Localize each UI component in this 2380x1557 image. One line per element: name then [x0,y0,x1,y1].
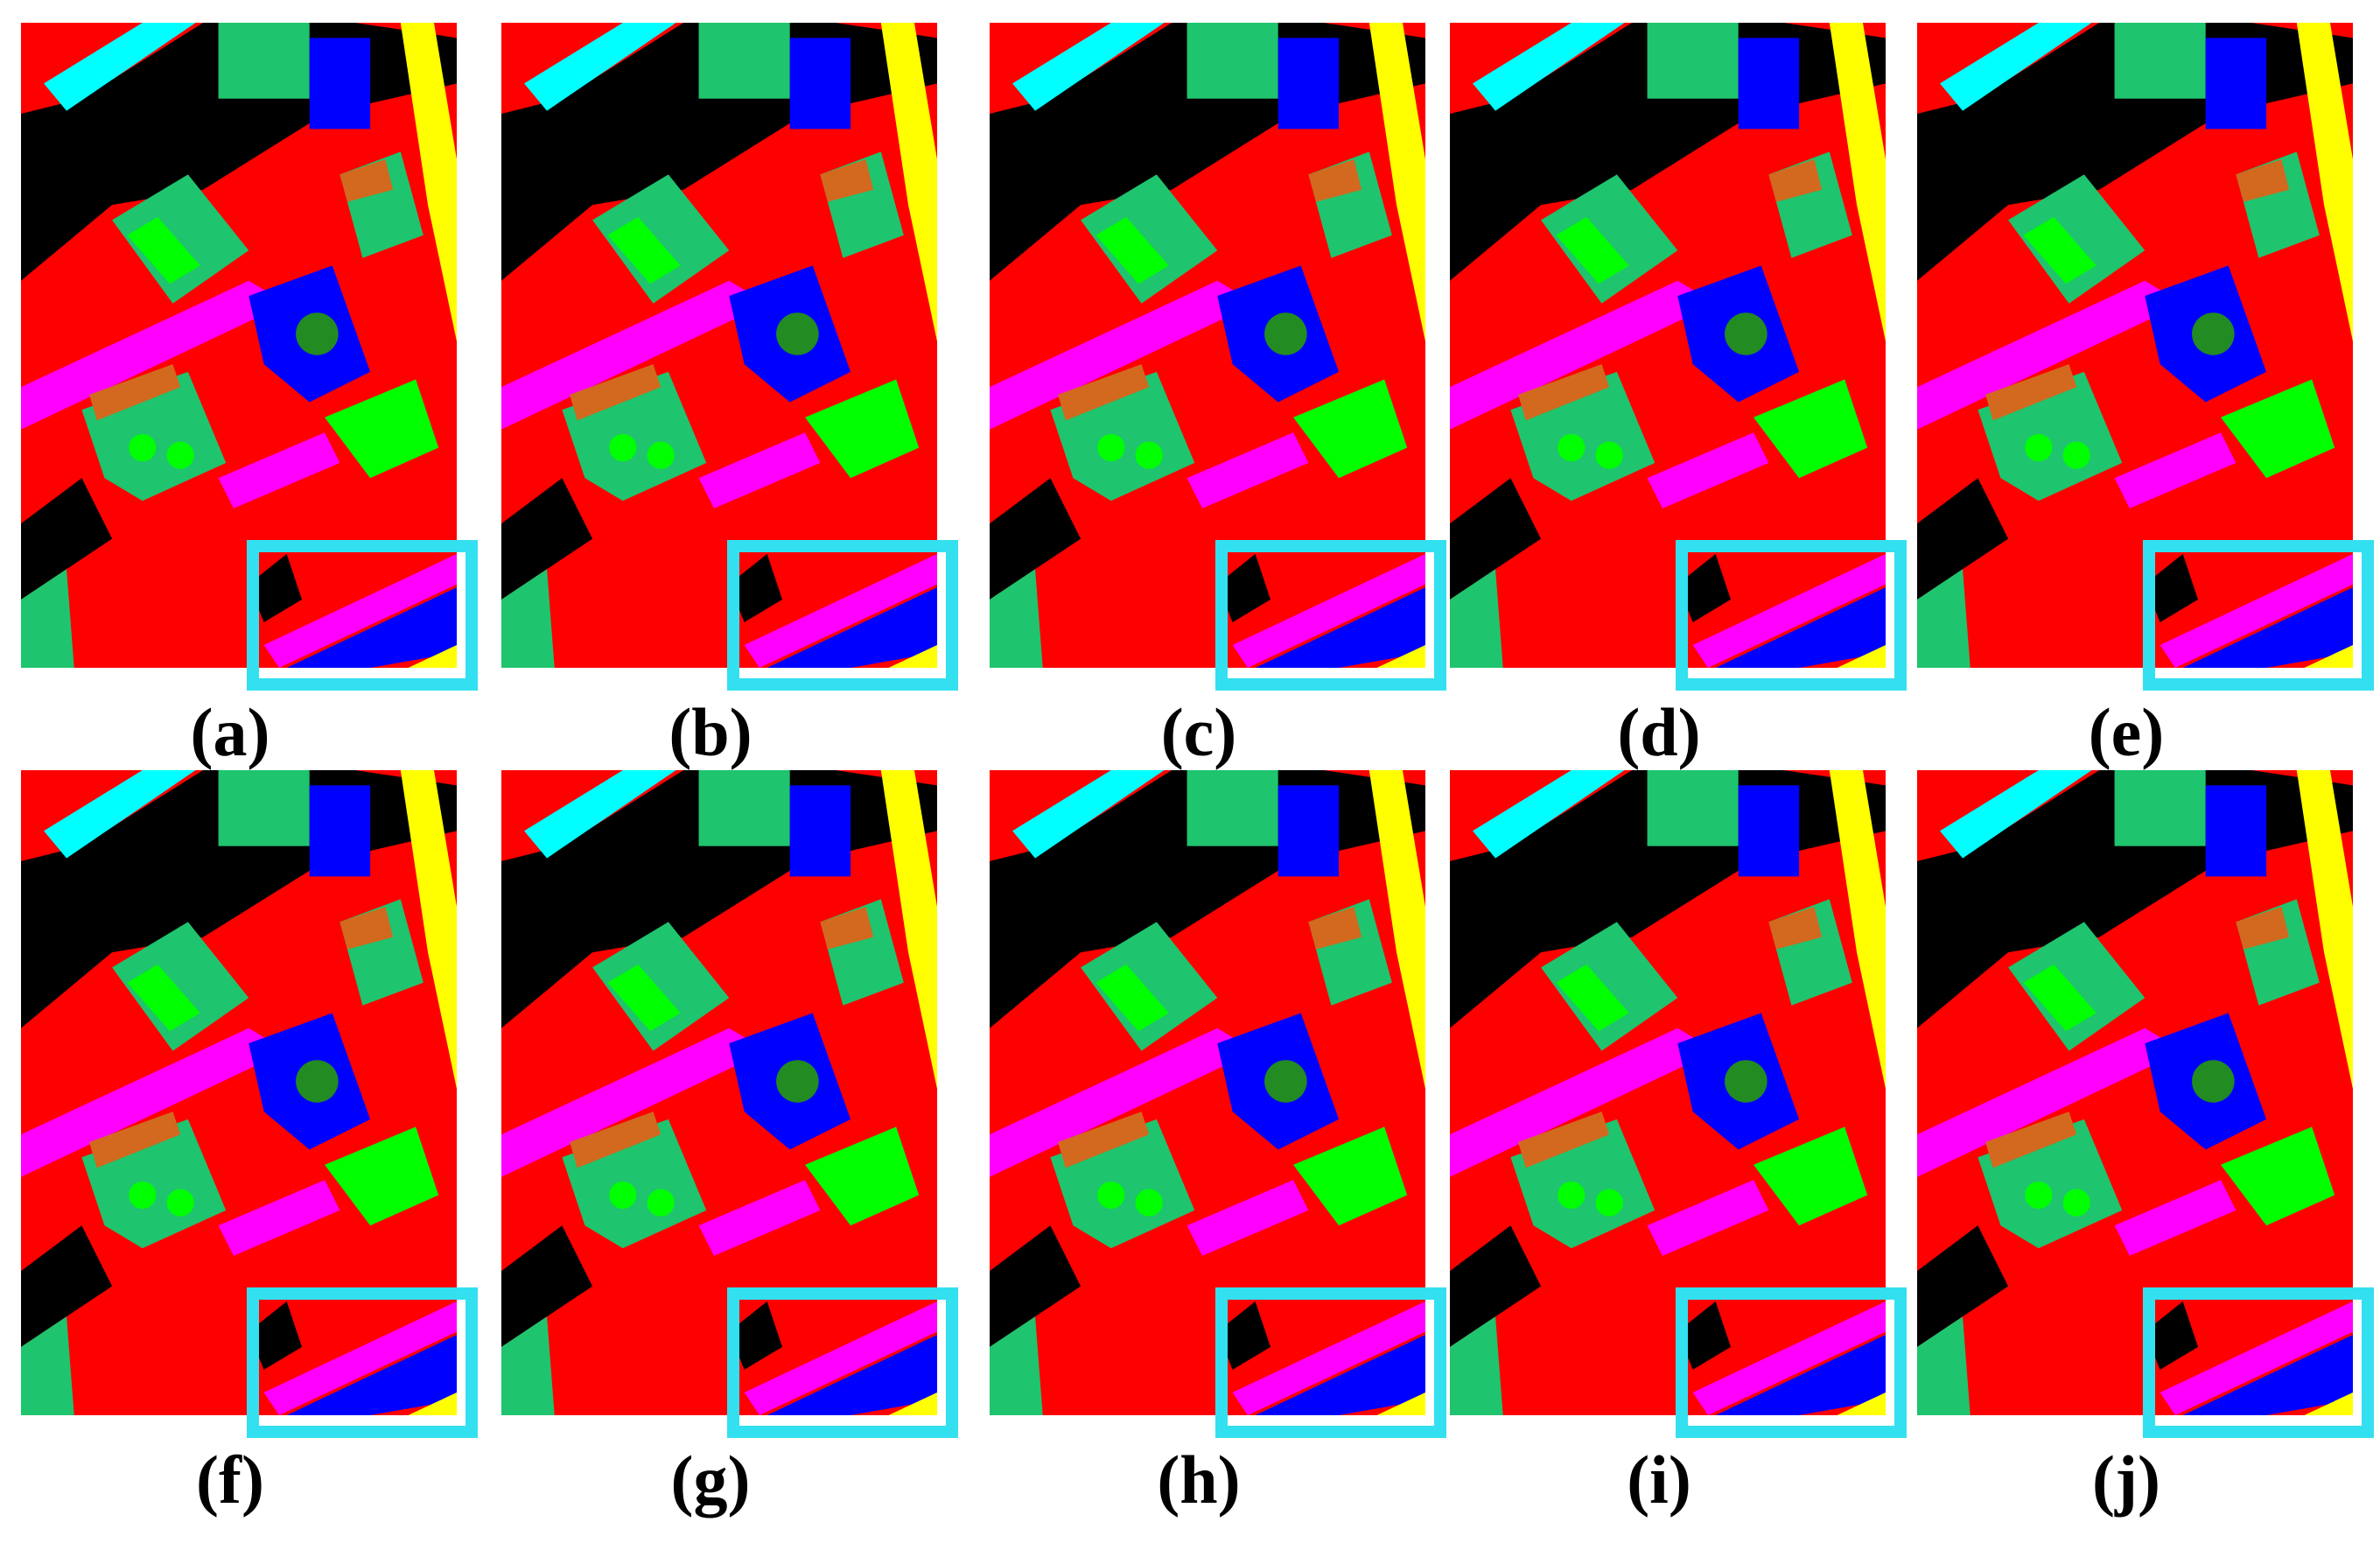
panel-label: (h) [1157,1441,1240,1518]
classification-map [501,23,937,668]
panel-label: (j) [2092,1441,2160,1518]
zoom-box [1676,1287,1907,1438]
zoom-box [1676,540,1907,691]
classification-map [21,770,457,1415]
panel-label: (a) [191,694,270,770]
zoom-box [1215,1287,1446,1438]
classification-map [1917,770,2353,1415]
zoom-box [727,1287,958,1438]
classification-map [1917,23,2353,668]
panel-label: (e) [2089,694,2165,770]
classification-map [990,23,1425,668]
panel-label: (d) [1617,694,1700,770]
panel-label: (b) [668,694,752,770]
panel-label: (i) [1627,1441,1691,1518]
panel-label: (g) [671,1441,751,1518]
classification-map [990,770,1425,1415]
zoom-box [247,540,478,691]
zoom-box [247,1287,478,1438]
classification-map [1450,23,1886,668]
panel-label: (c) [1161,694,1237,770]
zoom-box [2143,1287,2374,1438]
classification-map [21,23,457,668]
zoom-box [2143,540,2374,691]
classification-map [501,770,937,1415]
panel-label: (f) [196,1441,264,1518]
zoom-box [1215,540,1446,691]
classification-map [1450,770,1886,1415]
zoom-box [727,540,958,691]
